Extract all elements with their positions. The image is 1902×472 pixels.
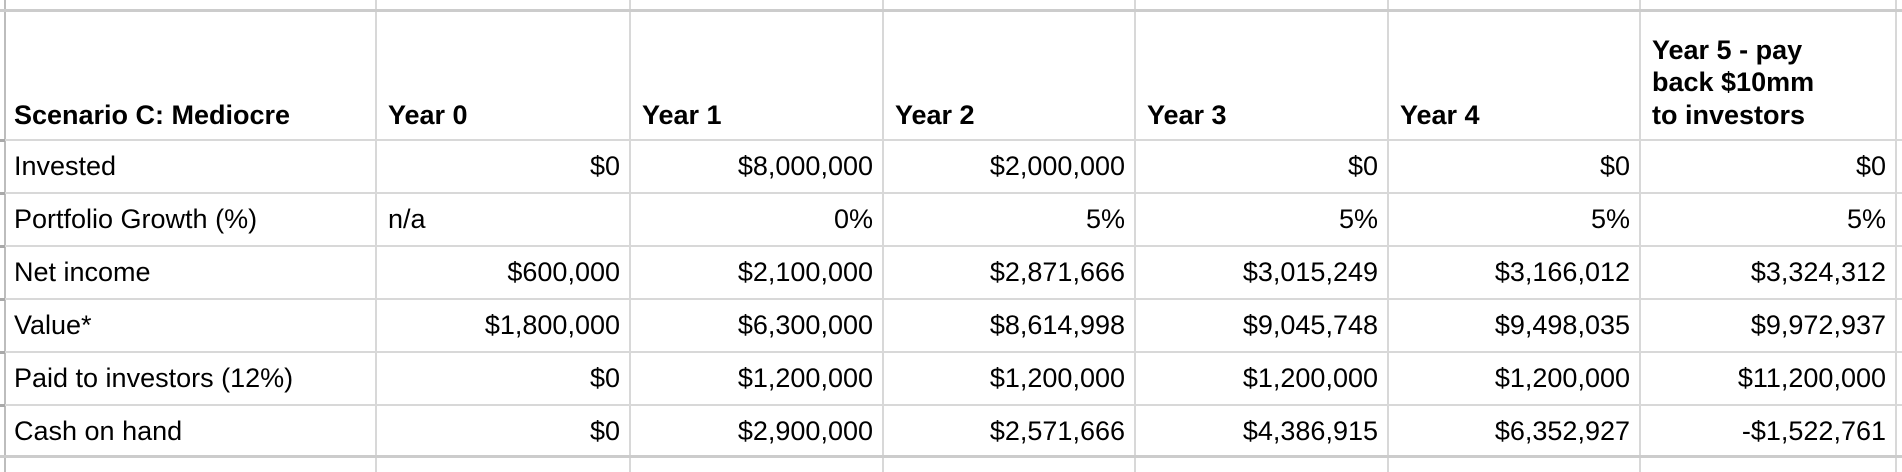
cell-portfolio-growth-year2[interactable]: 5%: [1085, 204, 1125, 234]
row-label-cash-on-hand[interactable]: Cash on hand: [14, 415, 183, 446]
cell-value-year3[interactable]: $9,045,748: [1242, 310, 1378, 340]
cell-invested-year3[interactable]: $0: [1347, 151, 1378, 181]
column-header-year5[interactable]: Year 5 - pay back $10mm to investors: [1640, 10, 1896, 140]
column-header-year4[interactable]: Year 4: [1400, 100, 1480, 130]
cell-net-income-year0[interactable]: $600,000: [507, 257, 620, 287]
cell-net-income-year3[interactable]: $3,015,249: [1242, 257, 1378, 287]
cell-invested-year2[interactable]: $2,000,000: [989, 151, 1125, 181]
gridline-vertical: [1639, 0, 1641, 472]
gridline-stub: [0, 404, 5, 407]
cell-net-income-year4[interactable]: $3,166,012: [1494, 257, 1630, 287]
column-header-year2[interactable]: Year 2: [895, 100, 975, 130]
cell-paid-to-investors-year2[interactable]: $1,200,000: [989, 363, 1125, 393]
table-row-invested: Invested $0 $8,000,000 $2,000,000 $0 $0 …: [0, 140, 1902, 193]
sliver-cell: [1896, 352, 1902, 405]
cell-invested-year0[interactable]: $0: [589, 151, 620, 181]
gridline-stub: [0, 351, 5, 354]
header-row: Scenario C: Mediocre Year 0 Year 1 Year …: [0, 10, 1902, 140]
gridline-horizontal: [0, 245, 1902, 247]
gridline-stub: [0, 139, 5, 142]
column-header-year0[interactable]: Year 0: [388, 100, 468, 130]
gridline-vertical: [882, 0, 884, 472]
gridline-horizontal: [0, 404, 1902, 406]
cell-cash-on-hand-year5[interactable]: -$1,522,761: [1741, 415, 1886, 446]
table-row-value: Value* $1,800,000 $6,300,000 $8,614,998 …: [0, 299, 1902, 352]
cell-value-year0[interactable]: $1,800,000: [484, 310, 620, 340]
row-label-portfolio-growth[interactable]: Portfolio Growth (%): [14, 204, 258, 234]
cell-net-income-year5[interactable]: $3,324,312: [1750, 257, 1886, 287]
table-row-portfolio-growth: Portfolio Growth (%) n/a 0% 5% 5% 5% 5%: [0, 193, 1902, 246]
sliver-cell: [1896, 405, 1902, 457]
cell-net-income-year2[interactable]: $2,871,666: [989, 257, 1125, 287]
cell-portfolio-growth-year3[interactable]: 5%: [1338, 204, 1378, 234]
cell-value-year4[interactable]: $9,498,035: [1494, 310, 1630, 340]
cell-invested-year5[interactable]: $0: [1855, 151, 1886, 181]
gridline-horizontal-strong: [0, 455, 1902, 458]
cell-invested-year1[interactable]: $8,000,000: [737, 151, 873, 181]
partial-row-top: [0, 0, 1902, 10]
gridline-vertical: [4, 0, 6, 472]
cell-paid-to-investors-year5[interactable]: $11,200,000: [1737, 363, 1886, 393]
cell-paid-to-investors-year1[interactable]: $1,200,000: [737, 363, 873, 393]
gridline-vertical: [1895, 0, 1897, 472]
cell-paid-to-investors-year3[interactable]: $1,200,000: [1242, 363, 1378, 393]
gridline-stub: [0, 192, 5, 195]
gridline-horizontal: [0, 192, 1902, 194]
column-header-year5-text: Year 5 - pay back $10mm to investors: [1652, 34, 1815, 130]
column-header-year3[interactable]: Year 3: [1147, 100, 1227, 130]
table-row-paid-to-investors: Paid to investors (12%) $0 $1,200,000 $1…: [0, 352, 1902, 405]
gridline-vertical: [375, 0, 377, 472]
cell-cash-on-hand-year1[interactable]: $2,900,000: [737, 415, 873, 446]
cell-portfolio-growth-year0[interactable]: n/a: [388, 204, 426, 234]
gridline-vertical: [629, 0, 631, 472]
cell-portfolio-growth-year5[interactable]: 5%: [1846, 204, 1886, 234]
sliver-cell: [1896, 299, 1902, 352]
sliver-cell: [1896, 193, 1902, 246]
cell-net-income-year1[interactable]: $2,100,000: [737, 257, 873, 287]
cell-value-year2[interactable]: $8,614,998: [989, 310, 1125, 340]
gridline-horizontal: [0, 298, 1902, 300]
column-header-year1[interactable]: Year 1: [642, 100, 722, 130]
cell-cash-on-hand-year3[interactable]: $4,386,915: [1242, 415, 1378, 446]
gridline-stub: [0, 245, 5, 248]
gridline-vertical: [1134, 0, 1136, 472]
cell-cash-on-hand-year4[interactable]: $6,352,927: [1494, 415, 1630, 446]
gridline-vertical: [1387, 0, 1389, 472]
sliver-cell: [1896, 10, 1902, 140]
cell-value-year5[interactable]: $9,972,937: [1750, 310, 1886, 340]
cell-paid-to-investors-year4[interactable]: $1,200,000: [1494, 363, 1630, 393]
sliver-cell: [1896, 140, 1902, 193]
row-label-net-income[interactable]: Net income: [14, 257, 151, 287]
cell-paid-to-investors-year0[interactable]: $0: [589, 363, 620, 393]
cell-portfolio-growth-year1[interactable]: 0%: [833, 204, 873, 234]
cell-cash-on-hand-year0[interactable]: $0: [589, 415, 620, 446]
cell-cash-on-hand-year2[interactable]: $2,571,666: [989, 415, 1125, 446]
table-row-cash-on-hand: Cash on hand $0 $2,900,000 $2,571,666 $4…: [0, 405, 1902, 457]
sliver-cell: [1896, 246, 1902, 299]
partial-row-bottom: [0, 457, 1902, 472]
gridline-horizontal-strong: [0, 9, 1902, 12]
gridline-horizontal: [0, 351, 1902, 353]
table-title-cell[interactable]: Scenario C: Mediocre: [14, 100, 291, 130]
row-label-invested[interactable]: Invested: [14, 151, 117, 181]
cell-invested-year4[interactable]: $0: [1599, 151, 1630, 181]
gridline-stub: [0, 298, 5, 301]
cell-portfolio-growth-year4[interactable]: 5%: [1590, 204, 1630, 234]
cell-value-year1[interactable]: $6,300,000: [737, 310, 873, 340]
row-label-value[interactable]: Value*: [14, 310, 92, 340]
row-label-paid-to-investors[interactable]: Paid to investors (12%): [14, 363, 294, 393]
table-row-net-income: Net income $600,000 $2,100,000 $2,871,66…: [0, 246, 1902, 299]
gridline-horizontal: [0, 139, 1902, 141]
